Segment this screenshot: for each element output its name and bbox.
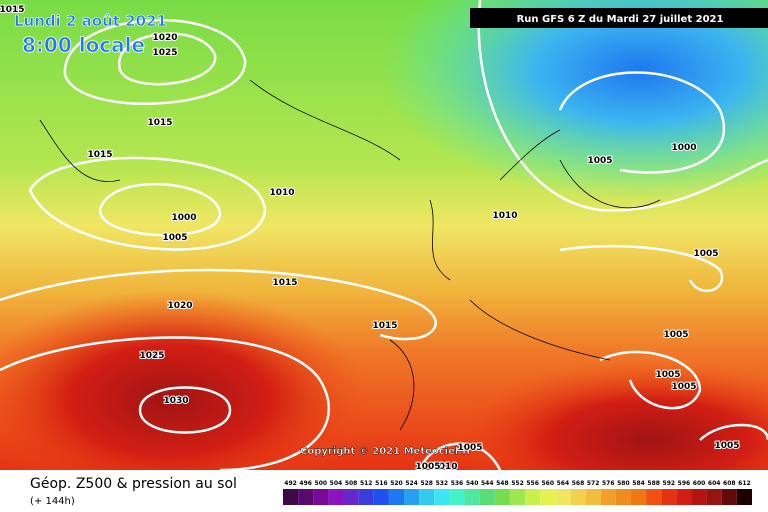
color-swatch <box>525 489 541 505</box>
isobar-label: 1020 <box>152 33 177 43</box>
colorbar-tick-label: 592 <box>663 480 676 487</box>
run-banner <box>470 8 768 28</box>
color-swatch <box>736 489 752 505</box>
isobar-label: 1005 <box>714 441 739 451</box>
isobar-label: 1005 <box>655 370 680 380</box>
colorbar-tick-label: 512 <box>360 480 373 487</box>
colorbar-tick-label: 520 <box>390 480 403 487</box>
color-swatch <box>373 489 389 505</box>
footer-title: Géop. Z500 & pression au sol <box>30 476 237 492</box>
isobar-label: 1005 <box>162 233 187 243</box>
colorbar-tick-label: 556 <box>526 480 539 487</box>
colorbar-tick-label: 588 <box>647 480 660 487</box>
isobar-label: 1005 <box>663 330 688 340</box>
isobar-label: 1020 <box>167 301 192 311</box>
color-swatch <box>298 489 314 505</box>
color-swatch <box>313 489 329 505</box>
color-swatch <box>343 489 359 505</box>
color-swatch <box>479 489 495 505</box>
isobar-label: 1015 <box>147 118 172 128</box>
colorbar-tick-label: 580 <box>617 480 630 487</box>
isobar-label: 1005 <box>587 156 612 166</box>
colorbar-tick-label: 524 <box>405 480 418 487</box>
color-swatch <box>676 489 692 505</box>
isobar-labels: 1015 1020 1025 1015 1015 1010 1000 1005 1015 1020… <box>0 4 741 473</box>
color-swatch <box>630 489 647 505</box>
colorbar-tick-label: 560 <box>541 480 554 487</box>
coastlines <box>39 79 661 431</box>
valid-date: Lundi 2 août 2021 <box>14 12 167 30</box>
colorbar-tick-label: 584 <box>632 480 645 487</box>
color-swatch <box>464 489 480 505</box>
color-swatch <box>358 489 374 505</box>
cold-area <box>380 0 768 200</box>
color-swatch <box>600 489 616 505</box>
colorbar: 492 496 500 504 508 512 516 520 524 528 532 536 540 5… <box>283 480 752 505</box>
colorbar-tick-label: 604 <box>708 480 721 487</box>
isobar-label: 1015 <box>272 278 297 288</box>
colorbar-tick-label: 516 <box>375 480 388 487</box>
isobar-label: 1005 <box>457 443 482 453</box>
colorbar-tick-label: 612 <box>738 480 751 487</box>
colorbar-tick-label: 500 <box>315 480 328 487</box>
color-swatch <box>494 489 510 505</box>
valid-time: 8:00 locale <box>22 33 145 57</box>
isobar-label: 1015 <box>87 150 112 160</box>
isobar-label: 1005 <box>693 249 718 259</box>
run-info: Run GFS 6 Z du Mardi 27 juillet 2021 <box>517 14 724 25</box>
isobar-label: 1015 <box>0 5 25 15</box>
color-swatch <box>661 489 677 505</box>
isobar-label: 1015 <box>372 321 397 331</box>
color-swatch <box>509 489 526 505</box>
colorbar-tick-label: 532 <box>436 480 449 487</box>
color-swatch <box>706 489 722 505</box>
color-swatch <box>283 489 299 505</box>
color-swatch <box>555 489 571 505</box>
colorbar-tick-label: 540 <box>466 480 479 487</box>
color-swatch <box>721 489 737 505</box>
isobar-label: 1000 <box>171 213 196 223</box>
colorbar-tick-label: 608 <box>723 480 736 487</box>
copyright: Copyright © 2021 Meteociel.fr <box>300 446 471 457</box>
color-swatch <box>404 489 420 505</box>
isobar-label: 1000 <box>671 143 696 153</box>
color-swatch <box>646 489 662 505</box>
isobar-label: 1030 <box>163 396 188 406</box>
colorbar-tick-label: 600 <box>693 480 706 487</box>
isobar-label: 1010 <box>492 211 517 221</box>
color-swatch <box>388 489 405 505</box>
color-swatch <box>434 489 450 505</box>
isobar-label: 1025 <box>139 351 164 361</box>
colorbar-tick-label: 496 <box>299 480 312 487</box>
footer-lead: (+ 144h) <box>30 496 75 507</box>
isobar-label: 1025 <box>152 48 177 58</box>
color-swatch <box>540 489 556 505</box>
colorbar-tick-label: 528 <box>420 480 433 487</box>
colorbar-tick-label: 544 <box>481 480 494 487</box>
colorbar-tick-label: 492 <box>284 480 297 487</box>
colorbar-tick-label: 504 <box>330 480 343 487</box>
colorbar-tick-label: 508 <box>345 480 358 487</box>
isobars <box>0 0 768 470</box>
colorbar-tick-label: 596 <box>678 480 691 487</box>
isobar-label: 1005 <box>671 382 696 392</box>
colorbar-tick-label: 576 <box>602 480 615 487</box>
colorbar-tick-label: 572 <box>587 480 600 487</box>
isobar-label: 1010 <box>269 188 294 198</box>
colorbar-tick-label: 548 <box>496 480 509 487</box>
colorbar-tick-label: 564 <box>557 480 570 487</box>
color-swatch <box>691 489 707 505</box>
color-swatch <box>328 489 344 505</box>
color-swatch <box>570 489 586 505</box>
color-swatch <box>449 489 465 505</box>
colorbar-tick-label: 552 <box>511 480 524 487</box>
color-swatch <box>615 489 631 505</box>
color-swatch <box>419 489 435 505</box>
color-swatch <box>585 489 601 505</box>
colorbar-tick-label: 568 <box>572 480 585 487</box>
colorbar-tick-label: 536 <box>451 480 464 487</box>
